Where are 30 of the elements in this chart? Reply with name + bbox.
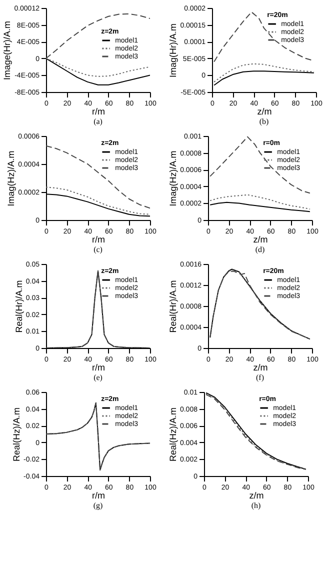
x-axis-title: z/m [253,234,268,244]
line-series [214,63,314,82]
y-axis-title: Image(Hr)/A.m [2,20,12,80]
y-axis-title: Imag(Hz)/A.m [168,150,178,206]
line-series [46,58,150,77]
text: (h) [251,501,261,510]
line-series [46,145,150,209]
x-axis-title: r/m [92,106,105,116]
line-series [46,13,150,59]
y-axis-title: Imag(Hz)/A.m [6,150,16,206]
line-series [210,136,310,194]
y-axis-title: Real(Hr)/A.m [168,280,178,333]
y-axis-title: Real(Hz)/A.m [168,407,178,462]
line-series [210,194,310,210]
text: (f) [256,373,264,382]
y-axis-title: Imag(Hr)/A.m [168,24,178,78]
x-axis-title: r/m [92,490,105,500]
text: (g) [93,501,103,510]
x-axis-title: r/m [92,234,105,244]
y-axis-title: Real(Hz)/A.m [12,407,22,462]
text: (a) [94,117,103,126]
text: (d) [255,245,265,254]
x-axis-title: z/m [249,490,264,500]
text: (b) [259,117,269,126]
y-axis-title: Real(Hr)/A.m [14,280,24,333]
x-axis-title: z/m [257,106,272,116]
text: (e) [94,373,103,382]
x-axis-title: z/m [253,362,268,372]
x-axis-title: r/m [92,362,105,372]
text: (c) [94,245,103,254]
